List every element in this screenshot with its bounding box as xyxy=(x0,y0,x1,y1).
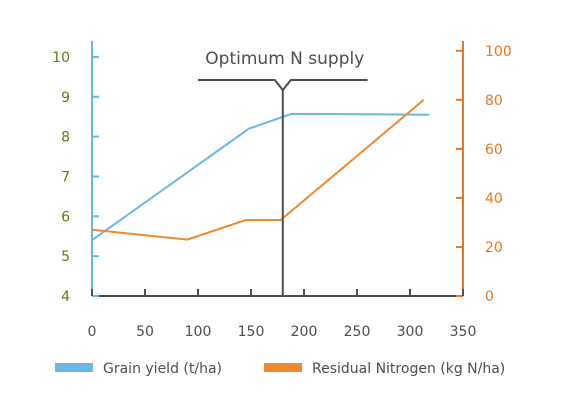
bottom-tick-label: 150 xyxy=(238,324,265,340)
right-tick-label: 100 xyxy=(485,44,512,60)
legend-label-residual-nitrogen: Residual Nitrogen (kg N/ha) xyxy=(312,361,505,377)
optimum-bracket xyxy=(198,79,368,92)
legend-swatch-residual-nitrogen xyxy=(264,363,302,372)
left-tick-label: 7 xyxy=(61,169,70,185)
left-tick-label: 8 xyxy=(61,130,70,146)
bottom-tick-label: 300 xyxy=(397,324,424,340)
series-line-residual-nitrogen xyxy=(91,99,425,241)
left-tick-label: 5 xyxy=(61,249,70,265)
legend-swatch-grain-yield xyxy=(55,363,93,372)
bottom-tick-label: 50 xyxy=(136,324,154,340)
right-tick-label: 0 xyxy=(485,289,494,305)
series-line-grain-yield xyxy=(91,112,430,242)
legend: Grain yield (t/ha) Residual Nitrogen (kg … xyxy=(55,361,505,377)
bottom-tick-label: 250 xyxy=(344,324,371,340)
right-tick-label: 20 xyxy=(485,240,503,256)
right-tick-label: 40 xyxy=(485,191,503,207)
left-tick-label: 6 xyxy=(61,209,70,225)
left-tick-label: 10 xyxy=(52,50,70,66)
bottom-tick-label: 350 xyxy=(450,324,477,340)
left-tick-label: 9 xyxy=(61,90,70,106)
bottom-tick-label: 100 xyxy=(185,324,212,340)
bottom-tick-label: 200 xyxy=(291,324,318,340)
right-tick-label: 80 xyxy=(485,93,503,109)
left-tick-label: 4 xyxy=(61,289,70,305)
right-tick-label: 60 xyxy=(485,142,503,158)
bottom-tick-label: 0 xyxy=(88,324,97,340)
optimum-label: Optimum N supply xyxy=(205,49,364,69)
legend-label-grain-yield: Grain yield (t/ha) xyxy=(103,361,222,377)
